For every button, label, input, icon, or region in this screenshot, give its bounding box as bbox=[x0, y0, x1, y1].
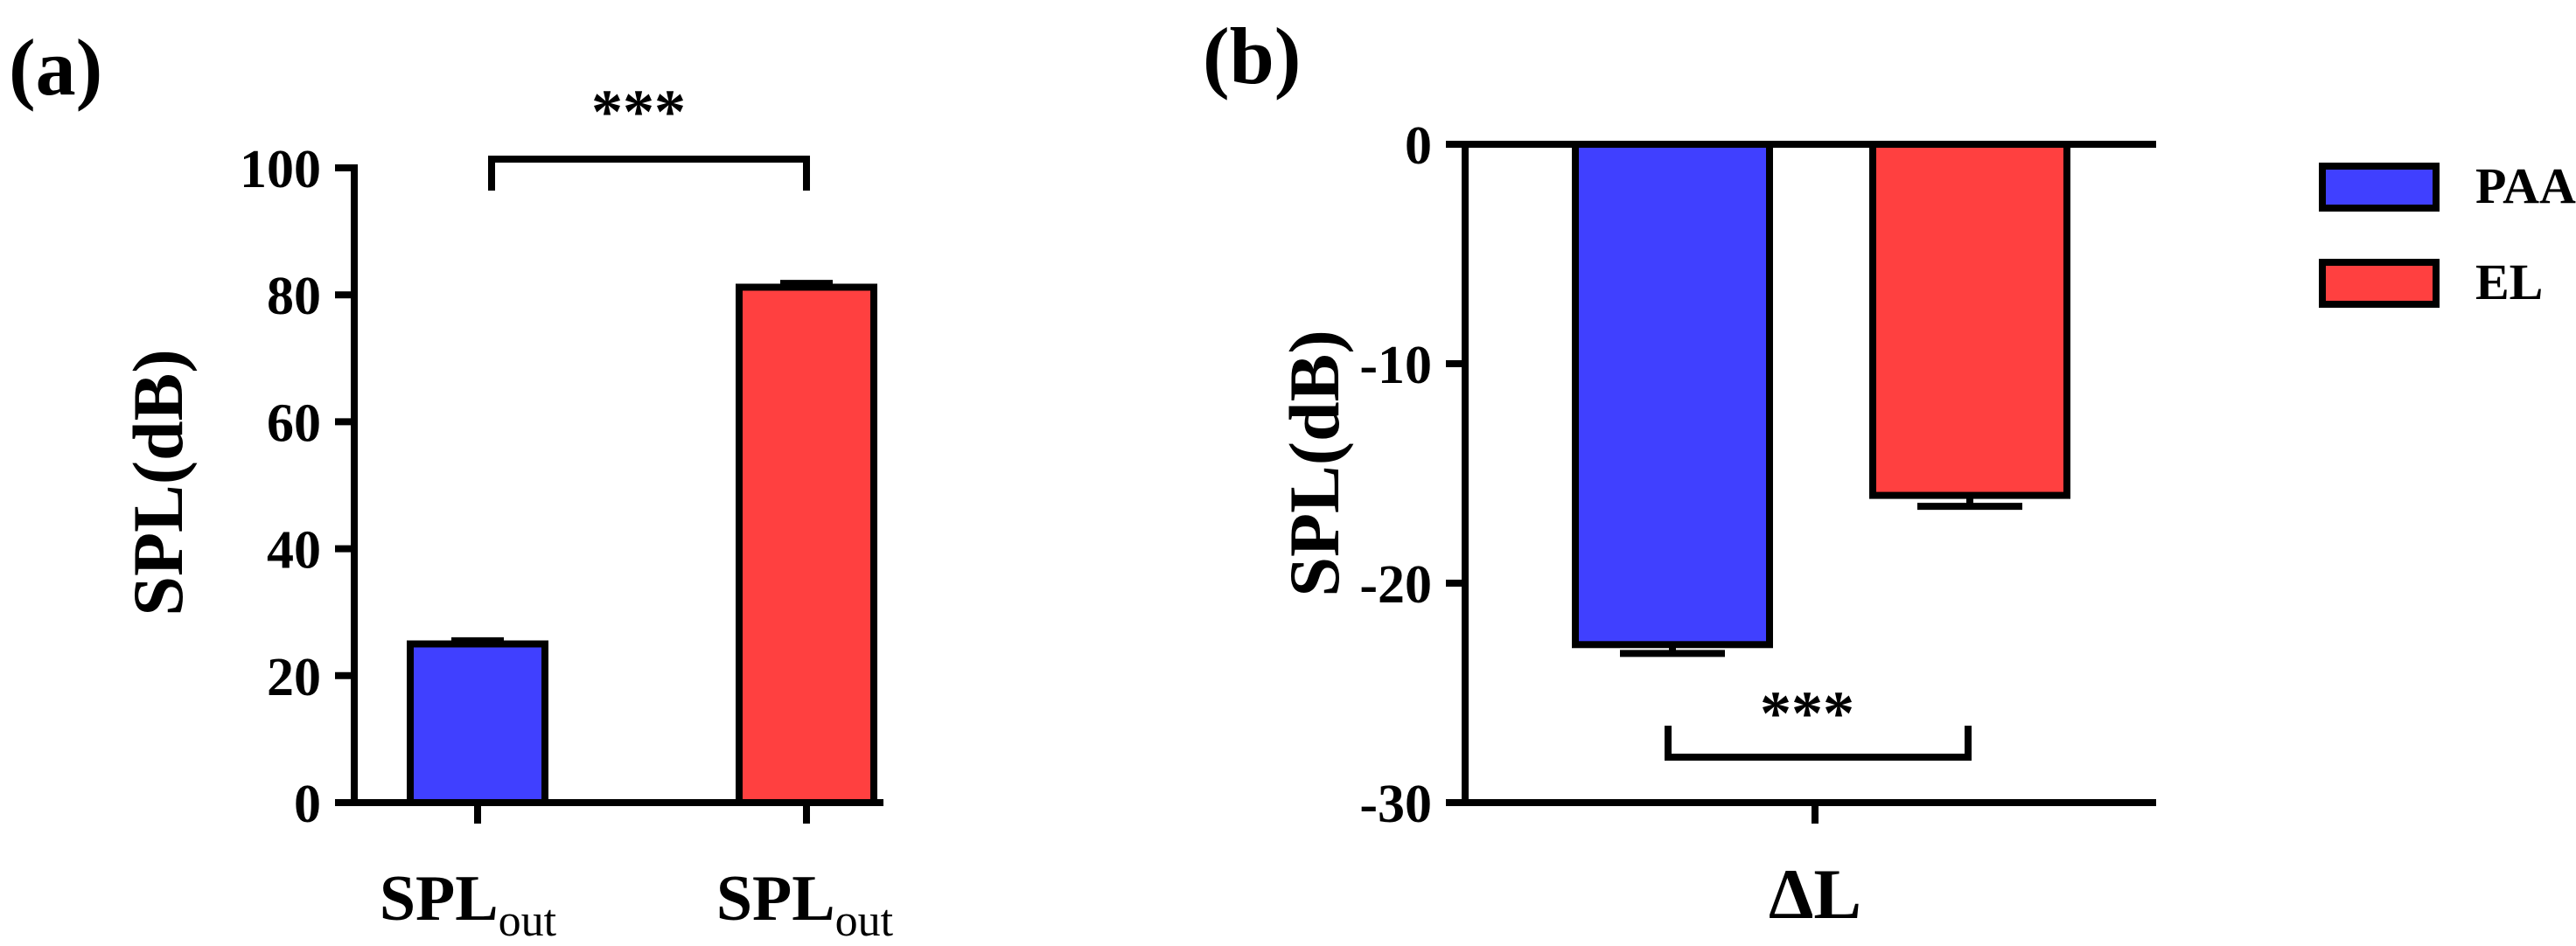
panel-a-x-tick-1-main: SPL bbox=[380, 863, 499, 935]
panel-b-bar-el bbox=[1869, 141, 2070, 499]
panel-a-x-tick-2-sub: out bbox=[835, 896, 894, 946]
panel-b-y-tick-label-2: -20 bbox=[1359, 555, 1432, 615]
panel-a-x-tick-label-2: SPLout bbox=[716, 863, 894, 946]
panel-a-bars bbox=[407, 280, 877, 807]
panel-b-bar-paa bbox=[1572, 141, 1773, 649]
panel-a-y-tick-label-5: 100 bbox=[240, 140, 321, 199]
panel-b-y-tick-label-3: -30 bbox=[1359, 775, 1432, 834]
panel-b-bars bbox=[1572, 141, 2070, 657]
panel-b-y-axis-label: SPL(dB) bbox=[1274, 330, 1354, 596]
panel-b-x-axis-label: ΔL bbox=[1769, 854, 1861, 934]
panel-a-y-tick-label-1: 20 bbox=[267, 648, 321, 707]
panel-a-significance: *** bbox=[488, 77, 810, 191]
panel-b-y-tick-label-1: -10 bbox=[1359, 336, 1432, 395]
panel-b-y-tick-label-0: 0 bbox=[1405, 116, 1432, 176]
panel-a-bar-paa bbox=[407, 640, 548, 806]
panel-a-label: (a) bbox=[9, 23, 102, 112]
panel-b-label: (b) bbox=[1203, 11, 1301, 101]
legend: PAA EL bbox=[2319, 157, 2576, 310]
panel-b-significance-stars: *** bbox=[1760, 678, 1854, 748]
panel-a-bar-el bbox=[736, 283, 877, 807]
panel-a-y-tick-label-2: 40 bbox=[267, 521, 321, 581]
panel-a-y-tick-label-0: 0 bbox=[294, 775, 321, 834]
panel-a-significance-stars: *** bbox=[591, 77, 686, 147]
panel-a-y-axis-label: SPL(dB) bbox=[118, 349, 198, 616]
panel-b-significance-bracket bbox=[1665, 726, 1972, 761]
panel-b: (b) SPL(dB) 0 -10 -20 -30 *** ΔL PAA EL bbox=[1203, 11, 2576, 934]
panel-a-significance-bracket bbox=[488, 156, 810, 191]
panel-b-axes: 0 -10 -20 -30 bbox=[1359, 116, 2156, 834]
panel-a-axes: 0 20 40 60 80 100 bbox=[240, 140, 883, 834]
svg-text:SPLout: SPLout bbox=[716, 863, 894, 946]
panel-b-significance: *** bbox=[1665, 678, 1972, 761]
legend-label-paa: PAA bbox=[2475, 157, 2576, 214]
legend-swatch-paa bbox=[2319, 163, 2440, 212]
svg-text:SPLout: SPLout bbox=[380, 863, 557, 946]
panel-a-y-tick-label-4: 80 bbox=[267, 267, 321, 326]
panel-a-x-tick-1-sub: out bbox=[499, 896, 557, 946]
legend-label-el: EL bbox=[2475, 254, 2543, 310]
panel-a-y-tick-label-3: 60 bbox=[267, 393, 321, 453]
panel-a-x-tick-2-main: SPL bbox=[716, 863, 835, 935]
legend-swatch-el bbox=[2319, 259, 2440, 308]
panel-a-x-tick-label-1: SPLout bbox=[380, 863, 557, 946]
